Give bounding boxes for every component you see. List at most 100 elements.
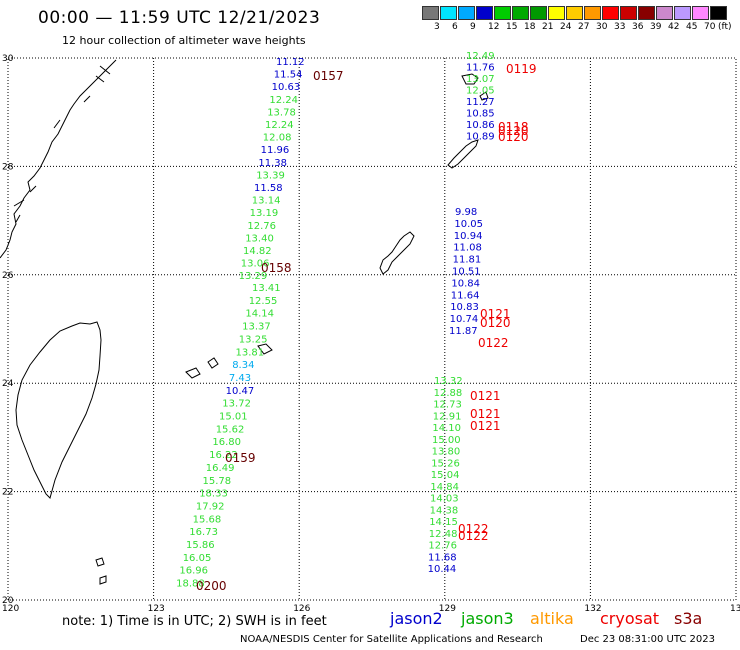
scale-swatch	[656, 6, 673, 20]
wave-height-value: 12.24	[269, 95, 298, 106]
wave-height-value: 11.38	[258, 158, 287, 169]
wave-height-value: 13.78	[267, 107, 296, 118]
wave-height-value: 14.03	[430, 494, 459, 505]
scale-label: 9	[470, 22, 476, 32]
wave-height-value: 16.80	[212, 437, 241, 448]
legend-s3a: s3a	[674, 609, 703, 628]
wave-height-value: 13.19	[250, 208, 279, 219]
wave-height-value: 12.08	[263, 133, 292, 144]
wave-height-value: 15.78	[203, 476, 232, 487]
wave-height-value: 14.82	[243, 246, 272, 257]
scale-swatch	[440, 6, 457, 20]
scale-label: 6	[452, 22, 458, 32]
wave-height-value: 9.98	[455, 207, 477, 218]
wave-height-value: 12.55	[249, 296, 278, 307]
wave-height-value: 12.76	[247, 221, 276, 232]
wave-height-value: 13.14	[252, 196, 281, 207]
scale-swatch	[638, 6, 655, 20]
wave-height-value: 13.40	[245, 233, 274, 244]
wave-height-value: 13.81	[236, 347, 265, 358]
wave-height-value: 10.74	[450, 314, 479, 325]
footer-note: note: 1) Time is in UTC; 2) SWH is in fe…	[62, 614, 327, 629]
wave-height-value: 12.73	[433, 400, 462, 411]
wave-height-value: 18.88	[176, 579, 205, 590]
wave-height-value: 15.86	[186, 540, 215, 551]
wave-height-value: 11.54	[274, 70, 303, 81]
wave-height-value: 13.72	[222, 399, 251, 410]
lat-tick-label: 30	[2, 54, 14, 64]
wave-height-value: 13.06	[241, 259, 270, 270]
lon-tick-label: 129	[439, 604, 456, 614]
lat-tick-label: 26	[2, 271, 14, 281]
wave-height-value: 13.32	[434, 376, 463, 387]
wave-height-color-scale	[422, 6, 728, 20]
scale-label: 45	[686, 22, 698, 32]
scale-label: 70	[704, 22, 716, 32]
china-islands	[13, 65, 111, 223]
lat-tick-label: 24	[2, 379, 14, 389]
wave-height-value: 16.73	[189, 527, 218, 538]
wave-height-value: 12.88	[434, 388, 463, 399]
wave-height-value: 10.89	[466, 132, 495, 143]
pass-id-label: 0121	[470, 389, 501, 403]
wave-height-value: 10.05	[454, 219, 483, 230]
lat-tick-label: 28	[2, 162, 14, 172]
wave-height-value: 13.39	[256, 170, 285, 181]
wave-height-value: 10.84	[451, 278, 480, 289]
wave-height-value: 16.49	[206, 463, 235, 474]
pass-id-label: 0158	[261, 261, 292, 275]
wave-height-value: 16.22	[209, 450, 238, 461]
wave-height-value: 13.37	[242, 322, 271, 333]
pass-id-label: 0159	[225, 451, 256, 465]
scale-label: 3	[434, 22, 440, 32]
pass-id-label: 0122	[458, 522, 489, 536]
scale-label: 39	[650, 22, 662, 32]
wave-height-value: 8.34	[232, 360, 254, 371]
wave-height-value: 14.38	[430, 505, 459, 516]
wave-height-value: 14.10	[432, 423, 461, 434]
wave-height-value: 11.27	[466, 97, 495, 108]
scale-swatch	[512, 6, 529, 20]
scale-label: 27	[578, 22, 590, 32]
wave-height-value: 11.08	[453, 243, 482, 254]
pass-id-label: 0200	[196, 579, 227, 593]
wave-height-value: 13.25	[239, 334, 268, 345]
wave-height-value: 13.07	[466, 74, 495, 85]
wave-height-value: 15.04	[431, 470, 460, 481]
scale-label: 18	[524, 22, 536, 32]
lon-tick-label: 126	[293, 604, 310, 614]
scale-label: 21	[542, 22, 554, 32]
scale-swatch	[674, 6, 691, 20]
legend-cryosat: cryosat	[600, 609, 660, 628]
wave-height-value: 12.76	[428, 541, 457, 552]
wave-height-value: 14.15	[429, 517, 458, 528]
wave-height-value: 12.49	[466, 51, 495, 62]
scale-swatch	[530, 6, 547, 20]
pass-id-label: 0120	[498, 130, 529, 144]
wave-height-value: 14.14	[245, 309, 274, 320]
scale-swatch	[584, 6, 601, 20]
taiwan-coastline	[15, 321, 102, 499]
pass-id-label: 0120	[498, 124, 529, 138]
page-title: 00:00 — 11:59 UTC 12/21/2023	[38, 8, 321, 28]
scale-label: (ft)	[718, 22, 732, 32]
wave-height-value: 11.64	[451, 290, 480, 301]
wave-height-value: 16.96	[179, 566, 208, 577]
wave-height-value: 18.33	[199, 489, 228, 500]
scale-swatch	[692, 6, 709, 20]
wave-height-value: 15.01	[219, 412, 248, 423]
lat-tick-label: 22	[2, 488, 13, 498]
wave-height-value: 12.48	[429, 529, 458, 540]
scale-swatch	[548, 6, 565, 20]
wave-height-value: 10.51	[452, 267, 481, 278]
scale-label: 24	[560, 22, 572, 32]
scale-swatch	[422, 6, 439, 20]
wave-height-value: 10.85	[466, 109, 495, 120]
okinawa-coastline	[379, 231, 415, 275]
scale-label: 12	[488, 22, 500, 32]
scale-swatch	[494, 6, 511, 20]
timestamp: Dec 23 08:31:00 UTC 2023	[580, 634, 715, 645]
wave-height-value: 10.44	[428, 564, 457, 575]
